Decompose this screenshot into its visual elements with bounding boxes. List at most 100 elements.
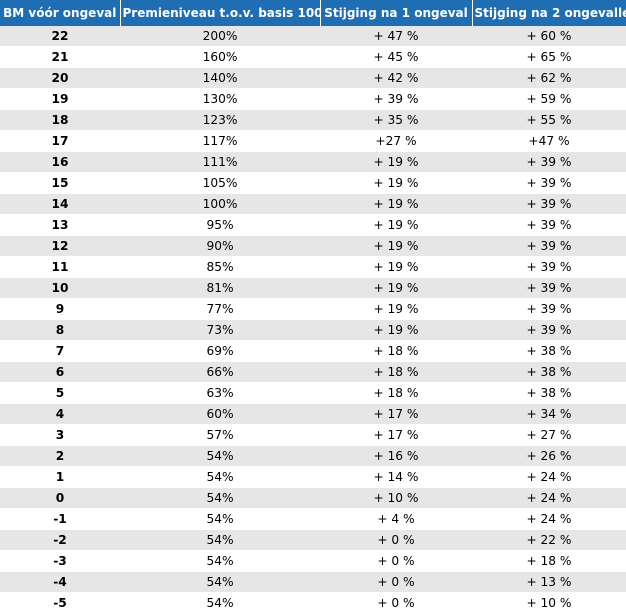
header-row: BM vóór ongeval Premieniveau t.o.v. basi… xyxy=(0,0,626,26)
increase-2-accidents-cell: + 65 % xyxy=(472,46,626,68)
increase-2-accidents-cell: + 38 % xyxy=(472,340,626,362)
bm-level-cell: -1 xyxy=(0,508,120,530)
table-row: 12 90% + 19 % + 39 % xyxy=(0,235,626,257)
increase-2-accidents-cell: + 39 % xyxy=(472,172,626,194)
increase-2-accidents-cell: + 24 % xyxy=(472,466,626,488)
bm-level-cell: -4 xyxy=(0,571,120,593)
increase-1-accident-cell: + 10 % xyxy=(320,487,472,509)
header-premium-level: Premieniveau t.o.v. basis 100% xyxy=(120,0,321,26)
bm-level-cell: -2 xyxy=(0,529,120,551)
bm-level-cell: 9 xyxy=(0,298,120,320)
table-row: -5 54% + 0 % + 10 % xyxy=(0,592,626,614)
increase-1-accident-cell: + 18 % xyxy=(320,340,472,362)
bm-level-cell: 12 xyxy=(0,235,120,257)
increase-2-accidents-cell: + 39 % xyxy=(472,235,626,257)
increase-2-accidents-cell: + 39 % xyxy=(472,151,626,173)
bm-level-cell: 15 xyxy=(0,172,120,194)
bm-level-cell: 8 xyxy=(0,319,120,341)
table-row: 10 81% + 19 % + 39 % xyxy=(0,277,626,299)
header-bm-before-accident: BM vóór ongeval xyxy=(0,0,121,26)
bm-level-cell: 0 xyxy=(0,487,120,509)
table-row: 20 140% + 42 % + 62 % xyxy=(0,67,626,89)
table-row: 8 73% + 19 % + 39 % xyxy=(0,319,626,341)
increase-1-accident-cell: + 19 % xyxy=(320,256,472,278)
increase-1-accident-cell: + 19 % xyxy=(320,151,472,173)
increase-1-accident-cell: + 19 % xyxy=(320,193,472,215)
increase-2-accidents-cell: + 13 % xyxy=(472,571,626,593)
increase-1-accident-cell: + 17 % xyxy=(320,403,472,425)
table-row: 19 130% + 39 % + 59 % xyxy=(0,88,626,110)
bm-level-cell: 11 xyxy=(0,256,120,278)
table-row: -1 54% + 4 % + 24 % xyxy=(0,508,626,530)
premium-level-cell: 54% xyxy=(120,445,320,467)
increase-1-accident-cell: + 19 % xyxy=(320,214,472,236)
table-row: 3 57% + 17 % + 27 % xyxy=(0,424,626,446)
table-row: 9 77% + 19 % + 39 % xyxy=(0,298,626,320)
increase-2-accidents-cell: + 38 % xyxy=(472,382,626,404)
increase-2-accidents-cell: + 34 % xyxy=(472,403,626,425)
bm-level-cell: 20 xyxy=(0,67,120,89)
increase-2-accidents-cell: + 24 % xyxy=(472,508,626,530)
bm-level-cell: 13 xyxy=(0,214,120,236)
bm-level-cell: 6 xyxy=(0,361,120,383)
bm-level-cell: 5 xyxy=(0,382,120,404)
increase-2-accidents-cell: + 39 % xyxy=(472,214,626,236)
table-row: 14 100% + 19 % + 39 % xyxy=(0,193,626,215)
increase-2-accidents-cell: + 60 % xyxy=(472,26,626,47)
table-row: 6 66% + 18 % + 38 % xyxy=(0,361,626,383)
increase-2-accidents-cell: + 27 % xyxy=(472,424,626,446)
increase-1-accident-cell: + 18 % xyxy=(320,361,472,383)
premium-level-cell: 54% xyxy=(120,550,320,572)
increase-2-accidents-cell: + 39 % xyxy=(472,193,626,215)
table-row: 13 95% + 19 % + 39 % xyxy=(0,214,626,236)
premium-level-cell: 54% xyxy=(120,592,320,614)
table-row: 18 123% + 35 % + 55 % xyxy=(0,109,626,131)
bm-level-cell: 17 xyxy=(0,130,120,152)
increase-2-accidents-cell: + 18 % xyxy=(472,550,626,572)
table-row: 22 200% + 47 % + 60 % xyxy=(0,26,626,47)
bm-level-cell: 14 xyxy=(0,193,120,215)
increase-2-accidents-cell: + 39 % xyxy=(472,256,626,278)
premium-level-cell: 90% xyxy=(120,235,320,257)
premium-level-cell: 140% xyxy=(120,67,320,89)
increase-1-accident-cell: +27 % xyxy=(320,130,472,152)
premium-level-cell: 77% xyxy=(120,298,320,320)
increase-2-accidents-cell: + 24 % xyxy=(472,487,626,509)
increase-1-accident-cell: + 19 % xyxy=(320,235,472,257)
increase-2-accidents-cell: + 26 % xyxy=(472,445,626,467)
increase-1-accident-cell: + 42 % xyxy=(320,67,472,89)
table-row: 15 105% + 19 % + 39 % xyxy=(0,172,626,194)
bm-level-cell: 22 xyxy=(0,26,120,47)
increase-1-accident-cell: + 16 % xyxy=(320,445,472,467)
premium-level-cell: 73% xyxy=(120,319,320,341)
increase-2-accidents-cell: + 22 % xyxy=(472,529,626,551)
increase-1-accident-cell: + 47 % xyxy=(320,26,472,47)
table-row: 1 54% + 14 % + 24 % xyxy=(0,466,626,488)
premium-level-cell: 54% xyxy=(120,487,320,509)
increase-1-accident-cell: + 0 % xyxy=(320,571,472,593)
table-row: 16 111% + 19 % + 39 % xyxy=(0,151,626,173)
bm-level-cell: 18 xyxy=(0,109,120,131)
premium-level-cell: 160% xyxy=(120,46,320,68)
table-row: -2 54% + 0 % + 22 % xyxy=(0,529,626,551)
premium-level-cell: 85% xyxy=(120,256,320,278)
header-increase-after-2-accidents: Stijging na 2 ongevallen xyxy=(472,0,626,26)
increase-1-accident-cell: + 19 % xyxy=(320,319,472,341)
increase-1-accident-cell: + 0 % xyxy=(320,550,472,572)
premium-level-cell: 117% xyxy=(120,130,320,152)
increase-1-accident-cell: + 19 % xyxy=(320,172,472,194)
increase-1-accident-cell: + 19 % xyxy=(320,298,472,320)
increase-1-accident-cell: + 39 % xyxy=(320,88,472,110)
premium-level-cell: 69% xyxy=(120,340,320,362)
increase-1-accident-cell: + 0 % xyxy=(320,592,472,614)
increase-2-accidents-cell: + 39 % xyxy=(472,298,626,320)
increase-2-accidents-cell: + 59 % xyxy=(472,88,626,110)
bm-level-cell: 21 xyxy=(0,46,120,68)
table-header: BM vóór ongeval Premieniveau t.o.v. basi… xyxy=(0,0,626,26)
table-row: 17 117% +27 % +47 % xyxy=(0,130,626,152)
table-row: -4 54% + 0 % + 13 % xyxy=(0,571,626,593)
bm-level-cell: 19 xyxy=(0,88,120,110)
table-row: 2 54% + 16 % + 26 % xyxy=(0,445,626,467)
premium-level-cell: 81% xyxy=(120,277,320,299)
